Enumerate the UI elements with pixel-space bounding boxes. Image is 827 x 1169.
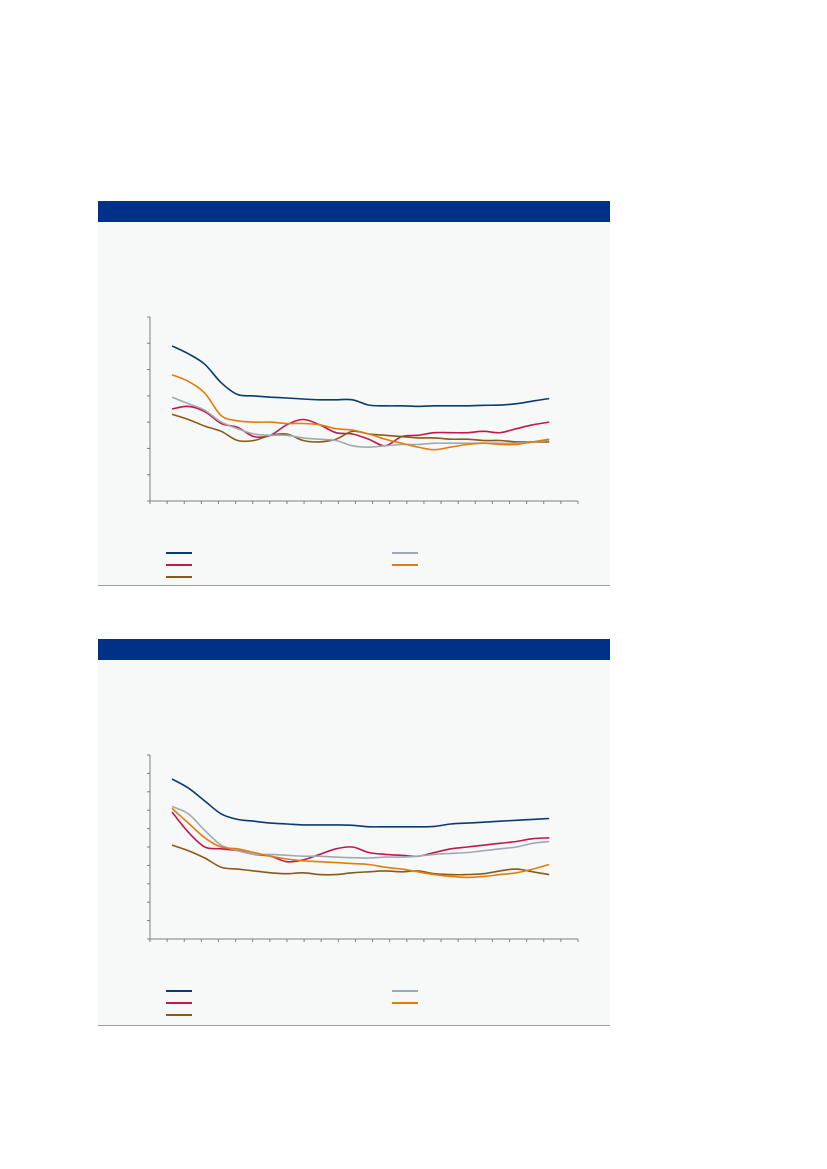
panel-divider	[98, 1025, 610, 1026]
legend-swatch	[166, 990, 192, 992]
series-line	[171, 805, 550, 859]
series-line	[171, 844, 550, 876]
chart-panel-1	[98, 201, 610, 586]
panel-header	[98, 639, 610, 660]
legend-swatch	[166, 1014, 192, 1016]
chart-panel-2	[98, 639, 610, 1026]
legend-swatch	[166, 576, 192, 578]
legend-swatch	[392, 1002, 418, 1004]
series-line	[171, 811, 550, 863]
legend-swatch	[166, 1002, 192, 1004]
series-line	[171, 374, 550, 451]
series-line	[171, 345, 550, 408]
panel-header	[98, 201, 610, 222]
line-chart	[147, 754, 579, 942]
line-chart	[147, 316, 579, 504]
legend-swatch	[166, 552, 192, 554]
series-line	[171, 807, 550, 879]
series-line	[171, 405, 550, 447]
legend-swatch	[392, 552, 418, 554]
legend-swatch	[392, 990, 418, 992]
legend-swatch	[166, 564, 192, 566]
legend-swatch	[392, 564, 418, 566]
series-line	[171, 778, 550, 828]
panel-divider	[98, 585, 610, 586]
